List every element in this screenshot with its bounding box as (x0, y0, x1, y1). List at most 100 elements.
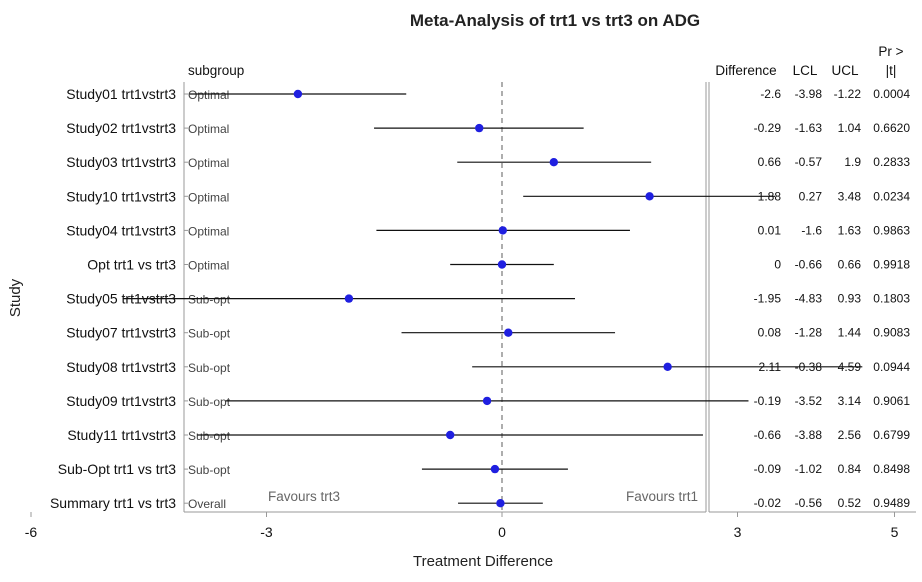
ucl-value: 0.52 (838, 496, 862, 510)
study-label: Study03 trt1vstrt3 (66, 154, 176, 170)
x-tick-label: 0 (498, 524, 506, 540)
difference-value: -1.95 (754, 292, 782, 306)
lcl-value: -3.88 (795, 428, 823, 442)
lcl-header: LCL (793, 63, 818, 78)
ucl-value: 1.63 (838, 223, 862, 237)
point-estimate (490, 464, 500, 474)
x-tick-label: 3 (734, 524, 742, 540)
study-label: Study04 trt1vstrt3 (66, 222, 176, 238)
ucl-value: 1.04 (838, 121, 862, 135)
p-value-header-line1: Pr > (878, 44, 903, 59)
study-label: Summary trt1 vs trt3 (50, 495, 176, 511)
point-estimate (549, 158, 559, 167)
study-label: Study05 trt1vstrt3 (66, 291, 176, 307)
p-value: 0.0234 (873, 189, 910, 203)
p-value: 0.6620 (873, 121, 910, 135)
difference-value: -0.19 (754, 394, 782, 408)
point-estimate (498, 226, 507, 235)
ucl-header: UCL (831, 63, 858, 78)
x-tick-label: -3 (260, 524, 273, 540)
lcl-value: -0.38 (795, 360, 823, 374)
favour-right-label: Favours trt1 (626, 489, 698, 504)
study-label: Study02 trt1vstrt3 (66, 120, 176, 136)
point-estimate (293, 89, 303, 99)
lcl-value: -3.52 (795, 394, 823, 408)
study-label: Study07 trt1vstrt3 (66, 325, 176, 341)
study-label: Study01 trt1vstrt3 (66, 86, 176, 102)
subgroup-label: Sub-opt (188, 293, 231, 307)
difference-value: 0.66 (758, 155, 782, 169)
lcl-value: -0.56 (795, 496, 823, 510)
difference-value: 2.11 (759, 360, 782, 374)
x-tick-label: 5 (891, 524, 899, 540)
subgroup-label: Optimal (188, 88, 229, 102)
point-estimate (645, 192, 654, 201)
subgroup-label: Overall (188, 497, 226, 511)
favour-left-label: Favours trt3 (268, 489, 340, 504)
ucl-value: 4.59 (838, 360, 862, 374)
point-estimate (445, 430, 455, 440)
point-estimate (482, 396, 492, 406)
difference-value: -0.02 (754, 496, 782, 510)
subgroup-label: Optimal (188, 224, 229, 238)
subgroup-header: subgroup (188, 63, 244, 78)
point-estimate (497, 260, 507, 269)
p-value: 0.6799 (873, 428, 910, 442)
p-value: 0.9083 (873, 326, 910, 340)
ucl-value: 3.48 (838, 189, 862, 203)
study-label: Study11 trt1vstrt3 (67, 427, 176, 443)
difference-value: 0.01 (758, 223, 782, 237)
lcl-value: -1.6 (801, 223, 822, 237)
ucl-value: 0.66 (838, 258, 862, 272)
subgroup-label: Sub-opt (188, 327, 231, 341)
y-axis-label: Study (7, 278, 24, 317)
subgroup-label: Optimal (188, 156, 229, 170)
difference-header: Difference (715, 63, 776, 78)
ucl-value: 3.14 (838, 394, 862, 408)
subgroup-label: Optimal (188, 122, 229, 136)
study-label: Study10 trt1vstrt3 (66, 188, 176, 204)
p-value: 0.9863 (873, 223, 910, 237)
point-estimate (475, 123, 484, 133)
ucl-value: 0.93 (838, 292, 862, 306)
difference-value: 0 (774, 258, 781, 272)
p-value: 0.0944 (873, 360, 910, 374)
p-value: 0.8498 (873, 462, 910, 476)
difference-value: -0.09 (754, 462, 782, 476)
difference-value: 0.08 (758, 326, 782, 340)
difference-value: -0.66 (754, 428, 782, 442)
ucl-value: 1.44 (838, 326, 862, 340)
chart-title: Meta-Analysis of trt1 vs trt3 on ADG (410, 11, 700, 30)
subgroup-label: Sub-opt (188, 429, 231, 443)
point-estimate (496, 499, 505, 508)
lcl-value: -1.63 (795, 121, 823, 135)
lcl-value: -0.57 (795, 155, 823, 169)
study-label: Opt trt1 vs trt3 (87, 257, 176, 273)
subgroup-label: Sub-opt (188, 395, 231, 409)
subgroup-label: Sub-opt (188, 361, 231, 375)
subgroup-label: Optimal (188, 259, 229, 273)
lcl-value: -3.98 (795, 87, 823, 101)
p-value: 0.0004 (873, 87, 910, 101)
ucl-value: 2.56 (838, 428, 862, 442)
x-tick-label: -6 (25, 524, 38, 540)
p-value: 0.9918 (873, 258, 910, 272)
lcl-value: -1.02 (795, 462, 823, 476)
p-value: 0.1803 (873, 292, 910, 306)
ucl-value: 0.84 (838, 462, 862, 476)
subgroup-label: Sub-opt (188, 463, 231, 477)
lcl-value: -4.83 (795, 292, 823, 306)
difference-value: -0.29 (754, 121, 782, 135)
point-estimate (344, 294, 354, 303)
lcl-value: -0.66 (795, 258, 823, 272)
difference-value: -2.6 (760, 87, 781, 101)
ucl-value: 1.9 (844, 155, 861, 169)
p-value: 0.2833 (873, 155, 910, 169)
p-value: 0.9061 (873, 394, 910, 408)
lcl-value: 0.27 (799, 189, 823, 203)
ucl-value: -1.22 (834, 87, 862, 101)
x-axis-label: Treatment Difference (413, 553, 553, 570)
p-value: 0.9489 (873, 496, 910, 510)
